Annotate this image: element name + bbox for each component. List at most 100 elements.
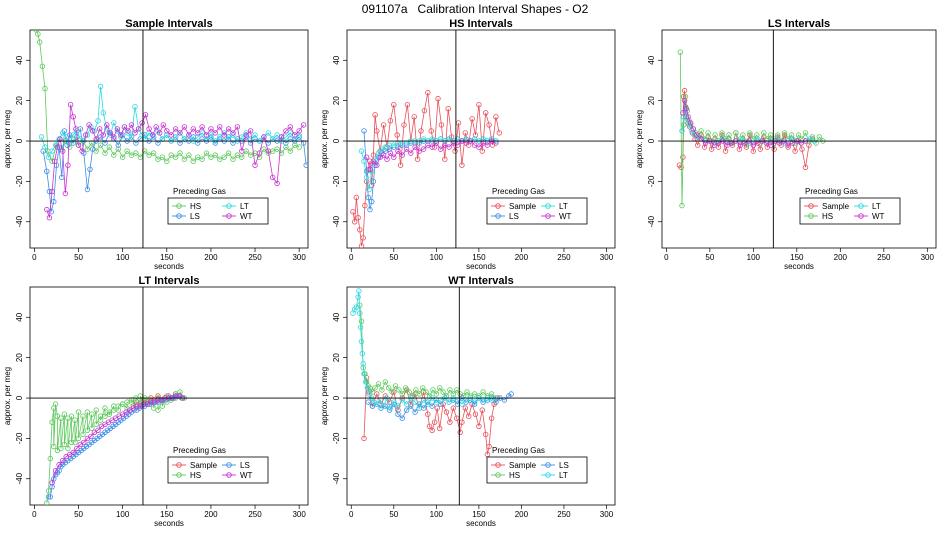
data-point xyxy=(440,389,446,395)
data-point xyxy=(367,206,373,213)
legend-label: Sample xyxy=(509,461,537,470)
data-point xyxy=(437,401,444,407)
legend: Preceding Gas Sample LT HS WT xyxy=(799,187,901,225)
data-point xyxy=(775,132,781,138)
y-axis-label: approx. per meg xyxy=(3,110,12,168)
legend-label: HS xyxy=(509,471,520,480)
data-point xyxy=(374,162,380,168)
data-layer xyxy=(44,389,188,505)
data-point xyxy=(391,154,397,160)
legend-entry-lt: LT xyxy=(854,202,881,211)
data-point xyxy=(177,389,183,395)
x-tick-label: 200 xyxy=(834,253,848,262)
data-point xyxy=(792,148,798,154)
data-point xyxy=(261,146,267,152)
series-line-ls xyxy=(48,395,183,498)
data-point xyxy=(366,186,372,193)
data-point xyxy=(462,130,468,136)
data-point xyxy=(363,174,370,181)
run-id: 091107a xyxy=(362,2,408,16)
legend-entry-lt: LT xyxy=(222,202,249,211)
legend: Preceding Gas Sample LS HS LT xyxy=(486,446,588,484)
data-point xyxy=(488,391,495,397)
data-point xyxy=(212,130,218,136)
data-point xyxy=(194,134,201,140)
data-point xyxy=(480,389,486,395)
data-point xyxy=(724,142,730,148)
x-tick-label: 100 xyxy=(430,510,444,519)
data-point xyxy=(61,441,68,448)
data-point xyxy=(256,154,263,160)
data-point xyxy=(146,126,152,132)
data-point xyxy=(42,144,48,150)
data-point xyxy=(221,154,227,160)
data-point xyxy=(104,126,110,132)
data-point xyxy=(49,188,55,195)
data-point xyxy=(367,166,373,172)
legend-box xyxy=(799,197,901,225)
data-point xyxy=(740,132,746,138)
data-point xyxy=(67,101,74,108)
data-point xyxy=(44,500,50,505)
data-point xyxy=(89,425,95,431)
plot-frame xyxy=(661,29,937,249)
data-point xyxy=(698,128,704,134)
data-point xyxy=(360,361,366,367)
data-point xyxy=(425,401,431,407)
y-tick-label: 0 xyxy=(15,395,24,400)
data-point xyxy=(102,150,108,156)
data-point xyxy=(247,152,254,158)
legend-entry-wt: WT xyxy=(541,212,572,221)
data-point xyxy=(457,429,463,435)
x-tick-label: 50 xyxy=(74,510,83,519)
data-point xyxy=(747,130,753,136)
data-point xyxy=(816,134,823,140)
data-point xyxy=(243,132,249,138)
data-point xyxy=(355,294,361,300)
legend-label: Sample xyxy=(509,202,537,211)
data-point xyxy=(677,49,683,55)
data-point xyxy=(788,132,795,138)
data-point xyxy=(287,130,293,136)
data-point xyxy=(361,158,367,164)
data-point xyxy=(216,134,223,140)
data-point xyxy=(106,144,113,150)
data-point xyxy=(356,288,362,294)
data-point xyxy=(128,122,135,128)
data-point xyxy=(496,130,502,136)
legend: Preceding Gas HS LT LS WT xyxy=(167,187,269,225)
data-point xyxy=(88,433,94,440)
data-point xyxy=(252,162,258,168)
data-point xyxy=(97,83,104,90)
y-tick-label: -40 xyxy=(647,215,656,227)
data-point xyxy=(97,142,104,148)
y-tick-label: -20 xyxy=(647,175,656,187)
legend-entry-hs: HS xyxy=(804,212,833,221)
data-point xyxy=(164,158,170,164)
data-point xyxy=(199,124,205,130)
y-tick-label: 40 xyxy=(332,55,341,64)
y-tick-label: 0 xyxy=(647,138,656,143)
legend-box xyxy=(167,456,269,484)
data-point xyxy=(168,132,174,138)
data-point xyxy=(181,156,188,162)
data-point xyxy=(438,122,445,128)
data-point xyxy=(414,156,421,162)
data-point xyxy=(361,435,367,442)
y-tick-label: 40 xyxy=(15,312,24,321)
data-point xyxy=(128,399,135,405)
legend-marker xyxy=(858,213,864,219)
y-tick-label: 20 xyxy=(332,353,341,362)
data-point xyxy=(408,403,414,409)
panel-lt-intervals: LT Intervals 0 50 100 150 200 250 300 -40 -20 0 20 4… xyxy=(3,275,309,528)
y-tick-label: 0 xyxy=(332,395,341,400)
data-point xyxy=(72,417,78,423)
data-point xyxy=(380,152,387,158)
legend-label: HS xyxy=(190,471,201,480)
data-point xyxy=(84,146,91,152)
data-point xyxy=(412,144,418,150)
data-point xyxy=(430,387,436,393)
y-tick-label: 40 xyxy=(15,55,24,64)
data-point xyxy=(234,152,241,158)
x-tick-label: 150 xyxy=(160,253,174,262)
